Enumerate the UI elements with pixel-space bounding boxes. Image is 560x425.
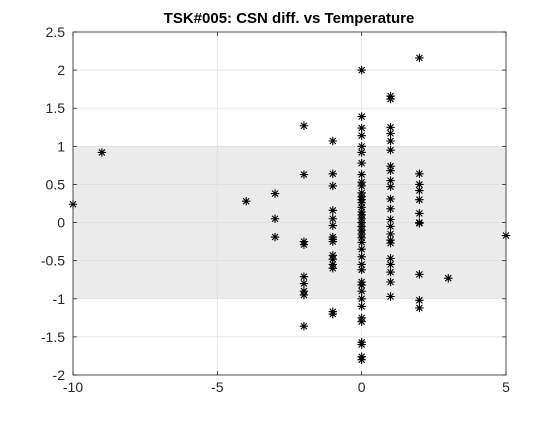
data-point: [386, 292, 395, 301]
data-point: [415, 209, 424, 218]
x-tick-label: -10: [63, 379, 83, 395]
data-point: [357, 245, 366, 254]
y-tick-label: -1.5: [41, 329, 65, 345]
data-point: [357, 294, 366, 303]
x-tick-label: -5: [211, 379, 224, 395]
data-point: [386, 129, 395, 138]
y-tick-label: 2: [57, 62, 65, 78]
y-tick-label: 1.5: [46, 100, 66, 116]
data-point: [386, 238, 395, 248]
data-point: [415, 180, 424, 189]
data-point: [299, 170, 309, 179]
data-point: [328, 264, 337, 273]
data-point: [357, 148, 366, 157]
axes-frame: [72, 31, 507, 376]
data-point: [299, 290, 309, 300]
data-point: [386, 254, 395, 263]
data-point: [357, 142, 366, 151]
data-point: [328, 181, 337, 191]
data-point: [415, 53, 424, 63]
data-point: [97, 148, 107, 157]
data-point: [270, 232, 280, 242]
data-point: [386, 94, 395, 104]
data-point: [357, 170, 366, 179]
data-point: [299, 272, 309, 281]
data-point: [357, 181, 366, 191]
data-point: [386, 204, 395, 214]
data-point: [386, 182, 395, 191]
data-point: [415, 219, 424, 228]
data-point: [328, 254, 337, 264]
data-point: [357, 280, 366, 290]
data-point: [357, 265, 366, 275]
chart-title: TSK#005: CSN diff. vs Temperature: [164, 10, 415, 27]
data-point: [357, 131, 366, 140]
data-point: [415, 186, 424, 195]
data-point: [357, 158, 366, 168]
data-point: [357, 317, 366, 326]
data-point: [386, 229, 395, 239]
data-point: [357, 355, 366, 364]
y-tick-label: -0.5: [41, 253, 65, 269]
data-point: [386, 277, 395, 287]
data-point: [415, 303, 424, 313]
data-point: [386, 260, 395, 269]
data-point: [444, 273, 453, 283]
data-point: [299, 322, 309, 331]
data-point: [299, 240, 309, 249]
data-point: [386, 161, 395, 171]
data-point: [357, 260, 366, 269]
y-tick-label: 0: [57, 215, 65, 231]
data-point: [357, 340, 366, 349]
data-point: [328, 206, 337, 215]
y-tick-label: -2: [53, 367, 66, 383]
data-point: [270, 214, 280, 223]
data-point: [386, 194, 395, 204]
data-point: [270, 189, 280, 198]
data-point: [386, 222, 395, 231]
data-point: [328, 214, 337, 223]
data-point: [357, 233, 366, 242]
data-point: [328, 221, 337, 230]
data-point: [357, 286, 366, 296]
data-point: [386, 166, 395, 175]
plot-area: -10 -5 0 5 -2 -1.5 -1 -0.5 0 0.5 1 1.5 2 2.5: [41, 24, 511, 395]
x-tick-label: 0: [358, 379, 366, 395]
data-point: [357, 203, 366, 212]
y-tick-label: -1: [53, 291, 66, 307]
x-tick-label: 5: [502, 379, 510, 395]
data-point: [328, 237, 337, 246]
y-tick-label: 2.5: [46, 24, 66, 40]
y-tick-label: 1: [57, 138, 65, 154]
data-point: [357, 123, 366, 133]
data-point: [386, 267, 395, 277]
data-point: [386, 123, 395, 132]
data-point: [386, 215, 395, 224]
data-point: [415, 296, 424, 305]
data-point: [386, 145, 395, 155]
data-point: [328, 169, 337, 178]
data-point: [357, 198, 366, 207]
data-point: [357, 302, 366, 311]
data-point: [328, 309, 337, 319]
y-tick-label: 0.5: [46, 176, 66, 192]
data-point: [415, 195, 424, 204]
data-point: [357, 238, 366, 247]
data-point: [357, 65, 366, 75]
data-point: [415, 169, 424, 178]
data-point: [386, 176, 395, 185]
data-point: [328, 136, 337, 146]
data-point: [386, 136, 395, 146]
data-point: [357, 112, 366, 121]
data-point: [415, 270, 424, 279]
data-point: [299, 279, 309, 288]
data-point: [357, 252, 366, 262]
data-point: [299, 121, 309, 130]
data-point: [242, 197, 251, 206]
